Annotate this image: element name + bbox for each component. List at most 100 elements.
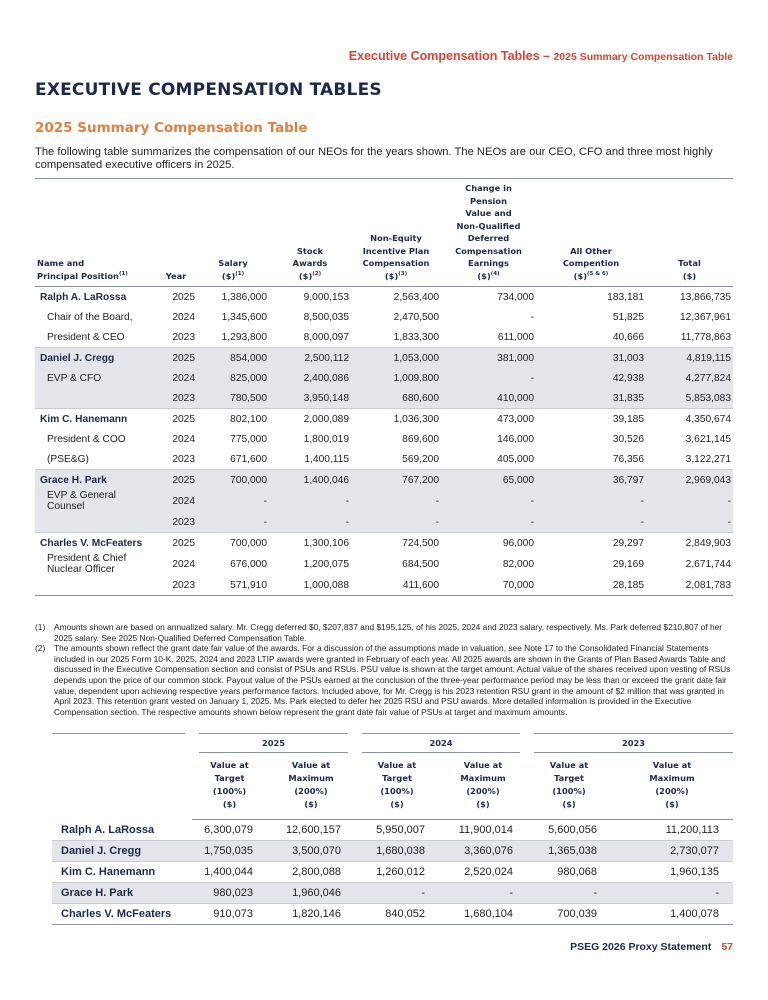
row-label: EVP & General Counsel <box>35 490 155 512</box>
row-label: Charles V. McFeaters <box>35 532 155 553</box>
header-line: ($)(5 & 6) <box>573 270 609 281</box>
blank-header <box>52 734 192 753</box>
table-cell: 1,400,115 <box>304 453 349 465</box>
table-cell: 2025 <box>155 408 197 429</box>
header-line: ($)(2) <box>298 270 322 281</box>
table-cell: 8,500,035 <box>303 311 349 323</box>
table-cell: 854,000 <box>197 347 269 368</box>
table-cell: 700,000 <box>197 532 269 553</box>
header-line: Target <box>382 773 412 783</box>
table-cell: 2025 <box>155 286 197 307</box>
table-cell: 700,000 <box>197 469 269 490</box>
row-label <box>35 575 155 596</box>
table-cell: 31,003 <box>536 347 646 368</box>
table-body: Ralph A. LaRossa 6,300,079 12,600,157 5,950… <box>52 819 733 925</box>
column-header: Value at Maximum (200%) ($) <box>439 752 527 820</box>
row-label: (PSE&G) <box>35 449 155 470</box>
table-cell: 2025 <box>155 532 197 553</box>
footnote-marker: (2) <box>35 643 46 654</box>
table-cell: 29,297 <box>536 532 646 553</box>
table-cell: 96,000 <box>441 532 536 553</box>
position-text: President & Chief Nuclear Officer <box>47 553 127 575</box>
table-cell: - <box>536 490 646 512</box>
column-header: Value at Maximum (200%) ($) <box>611 752 733 820</box>
table-cell: 42,938 <box>536 368 646 388</box>
table-row: Chair of the Board, 2024 1,345,600 8,500,03… <box>35 307 733 327</box>
blank-header <box>52 753 192 820</box>
table-cell: - <box>611 882 733 904</box>
table-cell: 767,200 <box>351 469 441 490</box>
table-cell: 1,260,012 <box>355 861 439 883</box>
table-cell: - <box>355 882 439 904</box>
header-separator: – <box>543 49 550 63</box>
table-cell: 2,849,903 <box>646 532 733 553</box>
column-header: Value at Target (100%) ($) <box>527 752 611 820</box>
table-cell: - <box>646 490 733 512</box>
table-cell: 684,500 <box>402 558 439 570</box>
header-line: ($) <box>665 799 679 809</box>
header-line: Value at <box>549 760 589 770</box>
table-cell: 4,819,115 <box>646 347 733 368</box>
table-cell: 775,000 <box>230 433 267 445</box>
table-row: President & CEO 2023 1,293,800 8,000,097 1,8… <box>35 327 733 348</box>
table-cell: 1,800,019 <box>303 433 349 445</box>
footnote-marker: (1) <box>35 622 46 632</box>
table-cell: 1,200,075 <box>303 558 349 570</box>
footnote-ref: (5 & 6) <box>587 270 609 277</box>
table-row: Daniel J. Cregg 2025 854,000 2,500,112 1,053… <box>35 347 733 368</box>
header-line: Deferred <box>467 233 510 243</box>
table-cell: 724,500 <box>351 532 441 553</box>
footnote-text: The amounts shown reflect the grant date… <box>54 643 731 717</box>
table-cell: 2,671,744 <box>685 558 731 570</box>
table-cell: 410,000 <box>441 388 536 409</box>
row-label: Kim C. Hanemann <box>52 861 192 883</box>
table-cell: 1,053,000 <box>351 347 441 368</box>
column-header: Name and Principal Position(1) <box>35 178 155 287</box>
table-cell: - <box>441 490 536 512</box>
table-cell: 2,081,783 <box>646 575 733 596</box>
header-section: Executive Compensation Tables <box>348 49 540 63</box>
table-cell: 1,400,078 <box>611 903 733 925</box>
header-line: Non-Equity <box>370 233 422 243</box>
header-line: Principal Position(1) <box>37 270 128 281</box>
header-line: (100%) <box>380 786 414 796</box>
table-cell: 611,000 <box>497 331 534 343</box>
table-cell: 2023 <box>155 575 197 596</box>
header-line: Non-Qualified <box>456 220 521 231</box>
table-cell: 8,000,097 <box>303 331 349 343</box>
table-cell: 4,277,824 <box>646 368 733 388</box>
position-text: (PSE&G) <box>47 453 89 465</box>
table-cell: - <box>646 512 733 533</box>
table-cell: 2023 <box>155 388 197 409</box>
table-cell: - <box>269 512 351 533</box>
row-label: Ralph A. LaRossa <box>52 819 192 841</box>
table-cell: - <box>197 512 269 533</box>
table-cell: 30,526 <box>612 433 644 445</box>
header-row: Name and Principal Position(1) Year Salary (… <box>35 178 733 287</box>
table-cell: 4,350,674 <box>646 408 733 429</box>
table-cell: 980,023 <box>192 882 267 904</box>
table-cell: 3,122,271 <box>685 453 731 465</box>
table-row: EVP & General Counsel 2024- - - - - - <box>35 490 733 512</box>
column-header: Non-Equity Incentive Plan Compensation ($)(… <box>351 178 441 287</box>
table-cell: 405,000 <box>497 453 534 465</box>
table-cell: 802,100 <box>197 408 269 429</box>
table-row: President & Chief Nuclear Officer 2024 676… <box>35 553 733 575</box>
table-cell: 2,800,088 <box>267 861 355 883</box>
year-header: 2025 <box>185 733 355 753</box>
header-subsection: 2025 Summary Compensation Table <box>553 51 733 63</box>
table-cell: 780,500 <box>197 388 269 409</box>
header-line: Incentive Plan <box>362 245 430 256</box>
table-cell: 6,300,079 <box>192 819 267 841</box>
header-line: Total <box>678 258 701 268</box>
row-label <box>35 388 155 409</box>
header-line: ($) <box>222 799 237 809</box>
table-cell: - <box>536 512 646 533</box>
table-cell: 2,730,077 <box>611 840 733 862</box>
table-cell: 2,000,089 <box>269 408 351 429</box>
table-cell: 1,300,106 <box>269 532 351 553</box>
header-line: Value at <box>463 760 503 770</box>
table-cell: 910,073 <box>192 903 267 925</box>
header-line: Value at <box>210 760 249 770</box>
column-header: Total ($) <box>646 178 733 287</box>
